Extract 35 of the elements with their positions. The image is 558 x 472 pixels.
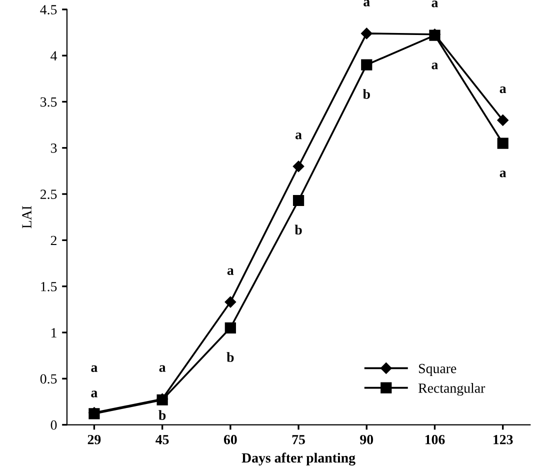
y-tick-label: 0 <box>50 420 57 430</box>
annotation: a <box>432 62 438 70</box>
annotation: b <box>226 352 234 362</box>
x-tick-label: 123 <box>494 434 513 444</box>
x-tick-label: 75 <box>292 435 305 444</box>
y-tick-label: 2.5 <box>40 190 57 200</box>
annotation: a <box>296 132 302 140</box>
annotation: b <box>362 89 370 99</box>
annotation: a <box>500 86 506 94</box>
annotation: a <box>364 0 370 6</box>
x-tick-label: 106 <box>425 434 445 444</box>
y-tick-label: 4.5 <box>40 5 57 14</box>
x-tick-label: 45 <box>156 435 169 444</box>
annotation: a <box>432 0 438 8</box>
annotation: b <box>158 410 166 420</box>
legend-label: Square <box>419 364 456 376</box>
annotation: a <box>159 365 166 372</box>
y-tick-label: 1 <box>52 328 56 338</box>
y-tick-label: 0.5 <box>40 374 57 384</box>
x-axis-title: Days after planting <box>242 452 356 466</box>
x-tick-label: 29 <box>88 434 101 444</box>
annotation: a <box>91 390 98 398</box>
legend-label: Rectangular <box>418 383 486 396</box>
x-tick-label: 90 <box>360 434 374 444</box>
y-axis-title: LAI <box>22 206 32 228</box>
y-tick-label: 1.5 <box>41 282 57 292</box>
x-tick-label: 60 <box>224 434 237 444</box>
y-tick-label: 3 <box>50 144 57 153</box>
annotation: a <box>227 268 234 275</box>
annotation: a <box>91 365 98 372</box>
y-tick-label: 4 <box>50 51 58 60</box>
y-tick-label: 3.5 <box>40 97 57 107</box>
annotation: b <box>294 224 302 235</box>
annotation: a <box>500 170 506 178</box>
y-tick-label: 2 <box>50 236 56 246</box>
